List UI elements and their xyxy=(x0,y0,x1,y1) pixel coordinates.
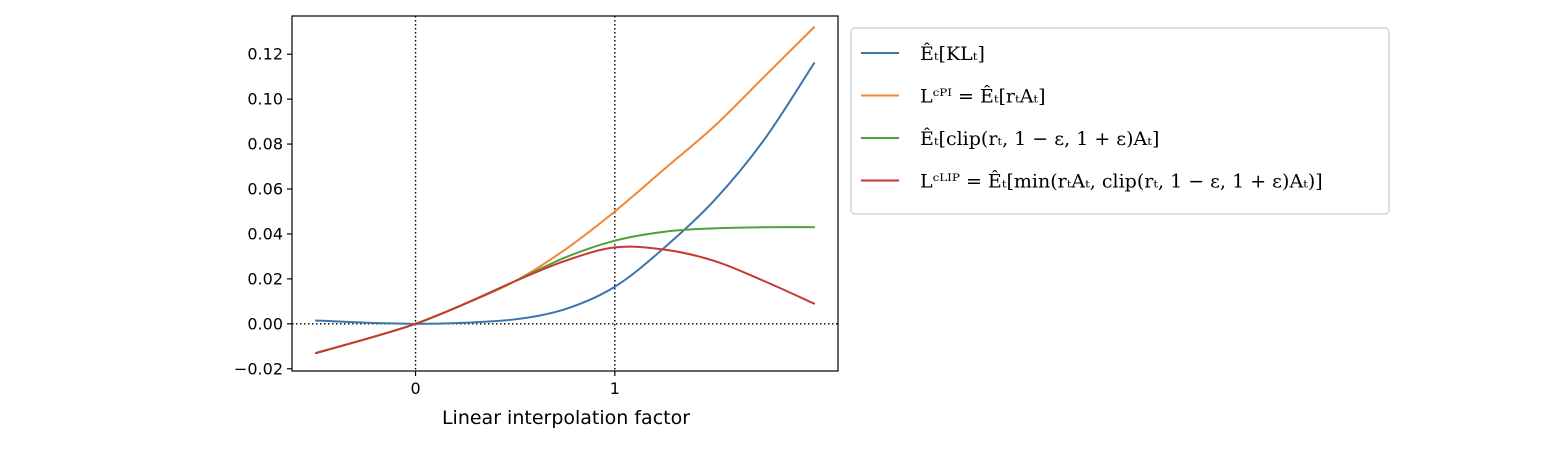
y-tick-label: 0.04 xyxy=(247,224,283,243)
y-tick-label: 0.00 xyxy=(247,314,283,333)
legend-label-3: Êₜ[clip(rₜ, 1 − ε, 1 + ε)Aₜ] xyxy=(920,127,1159,150)
y-tick-label: 0.12 xyxy=(247,45,283,64)
legend-box xyxy=(850,27,1390,215)
axes: −0.02 0.00 0.02 0.04 0.06 0.08 0.10 0.12 0 1 xyxy=(234,15,839,398)
y-tick-label: 0.08 xyxy=(247,135,283,154)
legend: Êₜ[KLₜ] Lᶜᴾᴵ = Êₜ[rₜAₜ] Êₜ[clip(rₜ, 1 − ε,… xyxy=(850,27,1390,215)
plot-area xyxy=(292,16,838,371)
y-tick-label: 0.02 xyxy=(247,269,283,288)
y-tick-label: 0.06 xyxy=(247,180,283,199)
x-axis-label: Linear interpolation factor xyxy=(442,407,690,429)
y-tick-label: −0.02 xyxy=(234,359,283,378)
legend-label-4: Lᶜᴸᴵᴾ = Êₜ[min(rₜAₜ, clip(rₜ, 1 − ε, 1 +… xyxy=(920,170,1323,193)
series-line-2 xyxy=(314,26,816,355)
legend-label-2: Lᶜᴾᴵ = Êₜ[rₜAₜ] xyxy=(920,85,1046,108)
axes-frame xyxy=(291,15,839,372)
series-line-4 xyxy=(314,245,816,355)
y-tick-label: 0.10 xyxy=(247,90,283,109)
series-line-3 xyxy=(314,226,816,355)
series-line-1 xyxy=(314,62,816,325)
x-tick-label: 0 xyxy=(410,379,420,398)
legend-label-1: Êₜ[KLₜ] xyxy=(920,42,985,65)
x-tick-label: 1 xyxy=(610,379,620,398)
